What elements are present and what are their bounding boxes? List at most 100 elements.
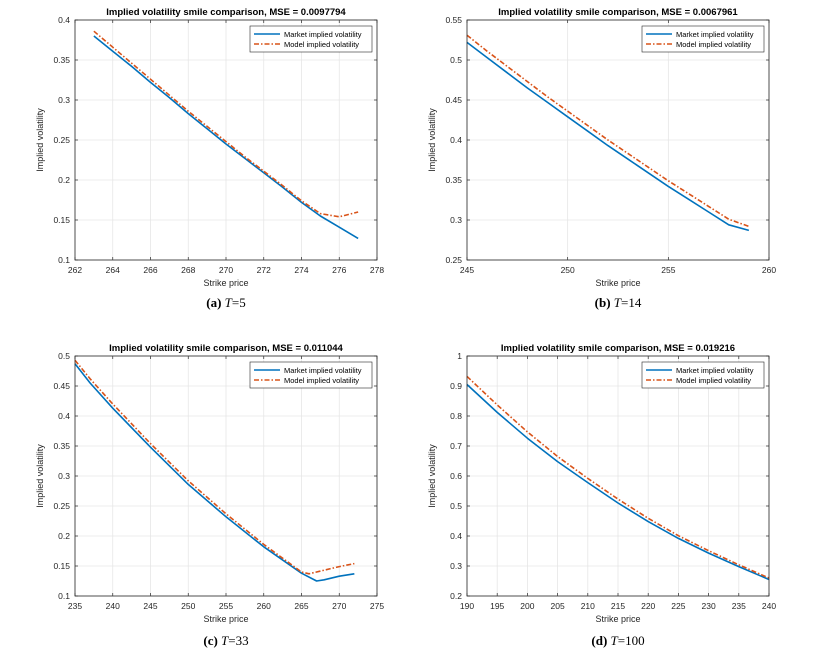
market-volatility-line	[74, 363, 355, 582]
y-tick-label: 0.9	[450, 381, 462, 391]
y-tick-label: 0.3	[58, 471, 70, 481]
y-tick-label: 0.1	[58, 255, 70, 265]
x-tick-label: 240	[762, 601, 776, 611]
x-tick-label: 245	[460, 265, 474, 275]
market-volatility-line	[466, 383, 770, 581]
y-tick-label: 0.25	[53, 501, 70, 511]
axes-box	[74, 355, 378, 597]
y-tick-label: 0.25	[53, 135, 70, 145]
y-tick-label: 0.4	[450, 531, 462, 541]
y-tick-label: 0.45	[53, 381, 70, 391]
caption-value: =33	[228, 633, 248, 648]
x-tick-label: 255	[661, 265, 675, 275]
x-tick-label: 265	[294, 601, 308, 611]
x-axis-label: Strike price	[203, 278, 248, 288]
y-tick-label: 0.35	[53, 55, 70, 65]
x-tick-label: 262	[68, 265, 82, 275]
x-tick-label: 190	[460, 601, 474, 611]
legend-box	[249, 361, 373, 389]
chart-title: Implied volatility smile comparison, MSE…	[106, 7, 346, 18]
y-tick-label: 0.3	[450, 215, 462, 225]
x-tick-label: 250	[561, 265, 575, 275]
y-tick-label: 0.6	[450, 471, 462, 481]
y-tick-label: 0.5	[58, 351, 70, 361]
x-tick-label: 205	[551, 601, 565, 611]
model-volatility-line	[74, 359, 355, 575]
y-tick-label: 0.5	[450, 501, 462, 511]
caption-value: =14	[621, 295, 642, 310]
y-tick-label: 0.3	[450, 561, 462, 571]
subfigure-caption: (d) T=100	[591, 633, 644, 648]
y-tick-label: 0.15	[53, 215, 70, 225]
y-axis-label: Implied volatility	[35, 444, 45, 508]
x-tick-label: 250	[181, 601, 195, 611]
y-axis-label: Implied volatility	[427, 108, 437, 172]
market-volatility-line	[93, 35, 359, 240]
caption-variable: T	[221, 633, 229, 648]
x-axis-label: Strike price	[595, 614, 640, 624]
x-tick-label: 195	[490, 601, 504, 611]
y-tick-label: 0.3	[58, 95, 70, 105]
y-tick-label: 0.4	[450, 135, 462, 145]
caption-variable: T	[225, 295, 233, 310]
subfigure-caption: (c) T=33	[203, 633, 248, 648]
y-tick-label: 0.8	[450, 411, 462, 421]
caption-value: =5	[232, 295, 246, 310]
y-tick-label: 0.2	[58, 531, 70, 541]
axes-box	[74, 19, 378, 261]
y-tick-label: 0.2	[58, 175, 70, 185]
x-tick-label: 276	[332, 265, 346, 275]
x-axis-label: Strike price	[203, 614, 248, 624]
caption-label: (b)	[595, 295, 614, 310]
y-tick-label: 0.1	[58, 591, 70, 601]
y-axis-label: Implied volatility	[35, 108, 45, 172]
x-tick-label: 225	[671, 601, 685, 611]
caption-label: (c)	[203, 633, 221, 648]
y-tick-label: 0.4	[58, 411, 70, 421]
x-tick-label: 230	[702, 601, 716, 611]
x-tick-label: 220	[641, 601, 655, 611]
legend-label: Market implied volatility	[676, 366, 754, 375]
chart-panel-4: 190 195 200 205 210 215 220 225 230 235 240 0.2 0.3 0…	[427, 343, 776, 648]
x-tick-label: 275	[370, 601, 384, 611]
x-tick-label: 268	[181, 265, 195, 275]
axes-box	[466, 19, 770, 261]
subfigure-caption: (a) T=5	[206, 295, 246, 310]
caption-variable: T	[611, 633, 619, 648]
y-axis-label: Implied volatility	[427, 444, 437, 508]
legend-box	[641, 361, 765, 389]
x-tick-label: 215	[611, 601, 625, 611]
caption-label: (d)	[591, 633, 610, 648]
x-tick-label: 270	[332, 601, 346, 611]
y-tick-label: 0.45	[445, 95, 462, 105]
y-tick-label: 0.4	[58, 15, 70, 25]
chart-panel-1: 262 264 266 268 270 272 274 276 278 0.1 0.15 0.2 0.2…	[35, 7, 384, 310]
chart-title: Implied volatility smile comparison, MSE…	[498, 7, 738, 18]
y-tick-label: 0.55	[445, 15, 462, 25]
caption-label: (a)	[206, 295, 224, 310]
legend-box	[641, 25, 765, 53]
x-tick-label: 210	[581, 601, 595, 611]
y-tick-label: 0.25	[445, 255, 462, 265]
x-tick-label: 260	[762, 265, 776, 275]
caption-value: =100	[618, 633, 645, 648]
x-tick-label: 235	[732, 601, 746, 611]
x-tick-label: 264	[106, 265, 120, 275]
axes-box	[466, 355, 770, 597]
y-tick-label: 0.35	[53, 441, 70, 451]
y-tick-label: 0.35	[445, 175, 462, 185]
y-tick-label: 0.7	[450, 441, 462, 451]
x-tick-label: 272	[257, 265, 271, 275]
x-tick-label: 240	[106, 601, 120, 611]
legend-label: Model implied volatility	[676, 40, 751, 49]
chart-title: Implied volatility smile comparison, MSE…	[501, 343, 735, 354]
legend-label: Model implied volatility	[284, 376, 359, 385]
x-tick-label: 274	[294, 265, 308, 275]
legend-label: Model implied volatility	[676, 376, 751, 385]
x-tick-label: 270	[219, 265, 233, 275]
y-tick-label: 0.2	[450, 591, 462, 601]
legend-label: Market implied volatility	[676, 30, 754, 39]
